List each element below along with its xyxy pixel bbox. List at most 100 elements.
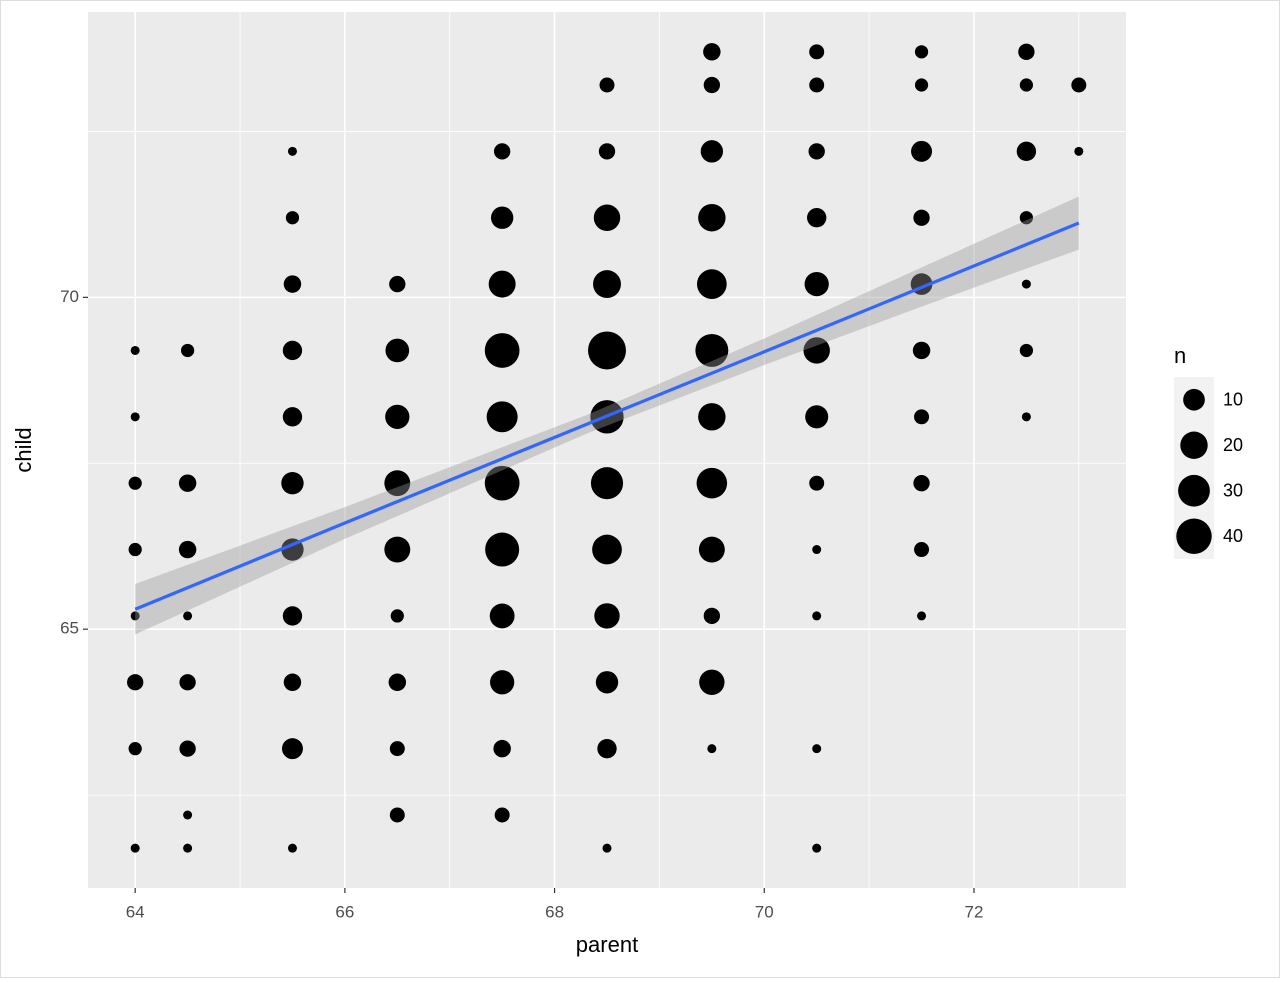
point — [179, 674, 196, 691]
point — [809, 77, 825, 93]
point — [703, 76, 721, 94]
point — [804, 271, 829, 297]
legend-symbol — [1178, 474, 1210, 507]
point — [593, 204, 621, 231]
point — [698, 204, 726, 232]
x-axis-title: parent — [576, 932, 638, 957]
point — [913, 475, 930, 492]
point — [803, 337, 830, 364]
point — [282, 606, 303, 626]
point — [130, 843, 140, 853]
x-tick-label: 68 — [545, 902, 564, 921]
point — [283, 275, 302, 293]
y-tick-label: 70 — [60, 287, 79, 306]
point — [178, 540, 197, 559]
point — [179, 740, 196, 757]
point — [128, 542, 142, 557]
point — [385, 338, 410, 363]
point — [287, 146, 297, 156]
point — [812, 843, 822, 853]
point — [128, 742, 142, 756]
point — [282, 340, 303, 361]
point — [493, 143, 511, 160]
point — [703, 607, 721, 625]
point — [597, 738, 617, 759]
point — [389, 275, 406, 293]
point — [180, 343, 195, 358]
point — [1021, 279, 1031, 289]
x-tick-label: 66 — [335, 902, 354, 921]
point — [914, 45, 929, 59]
point — [592, 534, 622, 565]
point — [698, 403, 726, 431]
point — [588, 331, 626, 370]
point — [183, 810, 193, 820]
point — [699, 669, 725, 695]
point — [594, 603, 620, 629]
x-tick-label: 72 — [965, 902, 984, 921]
point — [127, 674, 144, 691]
fit-line — [134, 221, 1080, 611]
point — [389, 741, 405, 757]
y-axis-title: child — [11, 427, 36, 472]
legend-symbol — [1183, 388, 1205, 411]
point — [913, 209, 930, 226]
point — [486, 401, 518, 433]
point — [488, 270, 516, 298]
point — [281, 738, 303, 760]
point — [285, 211, 300, 225]
point — [489, 603, 515, 629]
point — [183, 843, 193, 853]
point — [812, 744, 822, 754]
point — [590, 467, 624, 500]
point — [283, 673, 302, 692]
point — [807, 208, 827, 228]
point — [490, 206, 514, 229]
point — [390, 609, 404, 623]
point — [812, 611, 822, 621]
point — [812, 545, 822, 555]
point — [183, 611, 193, 621]
point — [914, 409, 930, 425]
y-tick-label: 65 — [60, 619, 79, 638]
point — [809, 44, 825, 60]
point — [281, 471, 304, 495]
point — [484, 465, 520, 501]
point — [389, 807, 405, 823]
point — [700, 140, 724, 163]
point — [595, 671, 619, 694]
point — [598, 143, 616, 160]
point — [1019, 211, 1034, 225]
point — [599, 77, 615, 93]
point — [385, 404, 410, 429]
point — [130, 412, 140, 422]
point — [696, 269, 727, 299]
point — [707, 744, 717, 754]
point — [178, 474, 197, 492]
legend-symbol — [1180, 431, 1208, 459]
point — [287, 843, 297, 853]
point — [698, 536, 725, 563]
point — [917, 611, 927, 621]
point — [911, 140, 933, 162]
point — [484, 333, 520, 368]
point — [703, 43, 721, 61]
point — [384, 470, 411, 497]
point — [490, 670, 515, 695]
legend-label: 10 — [1223, 390, 1243, 410]
legend-label: 30 — [1223, 481, 1243, 501]
point — [130, 345, 140, 355]
point — [1019, 78, 1034, 92]
point — [485, 532, 520, 567]
point — [912, 341, 931, 360]
point — [282, 407, 303, 427]
point — [808, 143, 825, 160]
point — [1016, 141, 1037, 162]
point — [593, 270, 621, 299]
legend-title: n — [1174, 343, 1186, 368]
point — [494, 807, 510, 823]
x-tick-label: 64 — [126, 902, 145, 921]
point — [384, 536, 411, 563]
point — [809, 475, 825, 491]
